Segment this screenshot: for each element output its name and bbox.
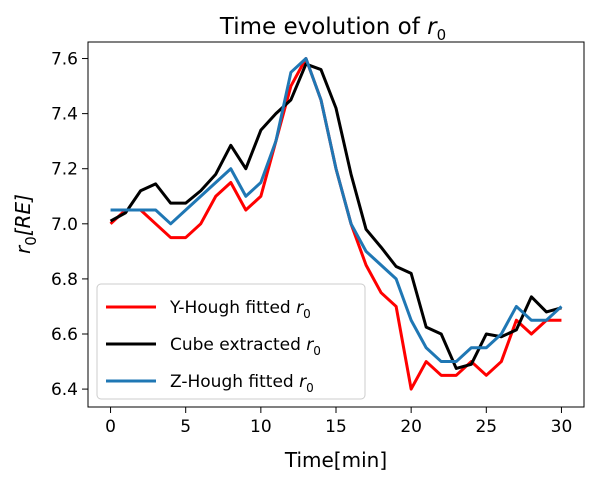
x-tick-label: 15 xyxy=(325,417,347,437)
y-tick-label: 7.2 xyxy=(51,160,78,180)
legend-entry-z-hough: Z-Hough fitted r0 xyxy=(170,372,314,395)
legend: Y-Hough fitted r0 Cube extracted r0 Z-Ho… xyxy=(97,284,365,399)
y-tick-label: 7.6 xyxy=(51,50,78,70)
x-tick-label: 30 xyxy=(551,417,573,437)
x-tick-label: 25 xyxy=(475,417,497,437)
x-tick-label: 20 xyxy=(400,417,422,437)
y-tick-label: 7.4 xyxy=(51,105,78,125)
x-tick-label: 10 xyxy=(250,417,272,437)
y-tick-label: 6.4 xyxy=(51,380,78,400)
x-tick-label: 0 xyxy=(105,417,116,437)
y-tick-label: 6.8 xyxy=(51,270,78,290)
legend-entry-cube: Cube extracted r0 xyxy=(170,335,321,358)
x-axis-label: Time[min] xyxy=(284,448,387,472)
legend-entry-y-hough: Y-Hough fitted r0 xyxy=(169,298,311,321)
chart-title: Time evolution of r0 xyxy=(219,14,446,44)
y-tick-label: 6.6 xyxy=(51,325,78,345)
y-tick-label: 7.0 xyxy=(51,215,78,235)
x-tick-label: 5 xyxy=(180,417,191,437)
